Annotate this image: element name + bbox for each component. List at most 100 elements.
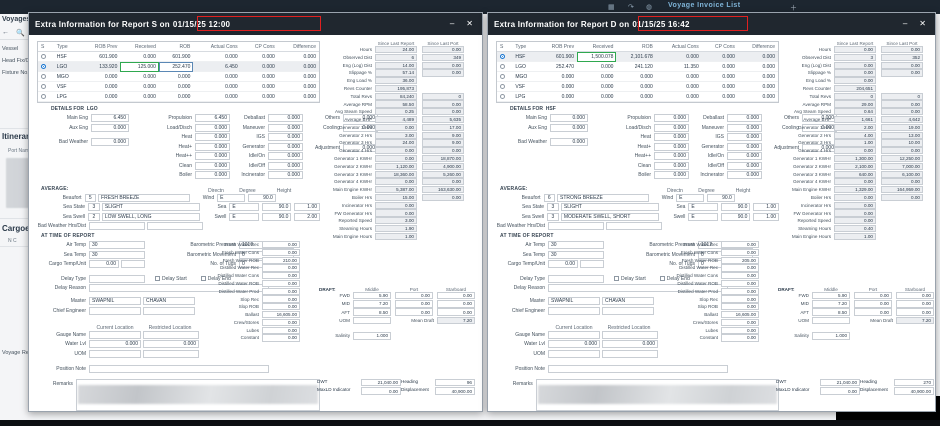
- details-col2-value[interactable]: 0.000: [654, 171, 689, 179]
- chief-last-name[interactable]: [143, 306, 195, 315]
- draft-middle[interactable]: [812, 316, 850, 324]
- air-temp-value[interactable]: 30: [89, 241, 145, 249]
- bunker-received[interactable]: 0.000: [577, 71, 617, 82]
- master-first-name[interactable]: SWAPNIL: [548, 297, 600, 305]
- since-last-report-value[interactable]: 0.00: [375, 178, 417, 186]
- average-code[interactable]: 6: [543, 193, 556, 202]
- bunker-received[interactable]: 1,500.078: [577, 51, 617, 62]
- since-last-report-value[interactable]: 0.00: [375, 154, 417, 163]
- since-last-port-value[interactable]: 0: [881, 92, 923, 100]
- since-last-report-value[interactable]: 3: [834, 53, 876, 61]
- bunker-rob[interactable]: 0.000: [616, 81, 656, 92]
- bunker-received[interactable]: 0.000: [577, 81, 617, 92]
- minimize-button[interactable]: –: [449, 19, 455, 28]
- since-last-port-value[interactable]: 10.00: [881, 139, 923, 147]
- since-last-port-value[interactable]: 349: [422, 53, 464, 61]
- bunker-row[interactable]: HSF 601.900 0.000 601.900 0.000 0.000 0.…: [38, 51, 319, 62]
- since-last-port-value[interactable]: 0.00: [881, 108, 923, 116]
- draft-port[interactable]: 0.00: [854, 300, 892, 308]
- dwt-value[interactable]: 21,040.00: [361, 379, 401, 387]
- draft-port[interactable]: 0.00: [854, 308, 892, 316]
- delay-end-checkbox[interactable]: Delay End: [659, 276, 690, 282]
- since-last-report-value[interactable]: 0.00: [834, 147, 876, 155]
- since-last-port-value[interactable]: 0.00: [881, 178, 923, 186]
- details-col3-value[interactable]: 0.000: [268, 152, 303, 160]
- delay-start-checkbox[interactable]: Delay Start: [155, 276, 187, 282]
- radio-icon[interactable]: [41, 83, 46, 89]
- gauge-current-value[interactable]: [548, 349, 600, 358]
- details-col2-value[interactable]: 0.000: [654, 114, 689, 122]
- sea-temp-value[interactable]: 30: [89, 250, 145, 259]
- draft-starboard[interactable]: 0.00: [896, 292, 934, 300]
- bunker-row[interactable]: LPG 0.000 0.000 0.000 0.000 0.000 0.000: [497, 91, 778, 102]
- water-value[interactable]: 16,605.00: [262, 311, 300, 319]
- details-col3-value[interactable]: 0.000: [268, 133, 303, 141]
- average-code[interactable]: 3: [88, 203, 100, 211]
- average-degree[interactable]: 90.0: [261, 203, 292, 211]
- water-value[interactable]: 0.00: [262, 318, 300, 326]
- details-eng-value[interactable]: 0.000: [550, 123, 588, 132]
- bunker-row[interactable]: VSF 0.000 0.000 0.000 0.000 0.000 0.000: [497, 81, 778, 92]
- average-direction[interactable]: E: [688, 203, 718, 211]
- bad-weather-hrs[interactable]: [89, 222, 145, 230]
- water-value[interactable]: 0.00: [721, 303, 759, 311]
- draft-port[interactable]: 0.00: [395, 300, 433, 308]
- heading-value[interactable]: 96: [435, 379, 475, 387]
- bunker-select-radio[interactable]: [38, 91, 54, 102]
- since-last-report-value[interactable]: 4,489: [375, 116, 417, 124]
- since-last-port-value[interactable]: 19.00: [881, 123, 923, 131]
- since-last-report-value[interactable]: 1.00: [834, 232, 876, 240]
- since-last-report-value[interactable]: 14.00: [375, 61, 417, 69]
- bad-weather-dist[interactable]: [606, 222, 662, 230]
- since-last-report-value[interactable]: 0.25: [375, 108, 417, 116]
- refresh-icon[interactable]: ↷: [628, 4, 634, 11]
- bunker-received[interactable]: 0.000: [120, 91, 159, 102]
- average-direction[interactable]: E: [676, 193, 704, 202]
- average-desc[interactable]: SLIGHT: [101, 203, 200, 211]
- dwt-value[interactable]: 21,040.00: [820, 379, 860, 387]
- details-col3-value[interactable]: 0.000: [268, 123, 303, 132]
- tab-voyage-invoice-list[interactable]: Voyage Invoice List: [668, 2, 741, 9]
- since-last-report-value[interactable]: 1.90: [375, 224, 417, 233]
- radio-icon[interactable]: [500, 83, 505, 89]
- gauge-current-value[interactable]: [548, 330, 600, 339]
- bunker-select-radio[interactable]: [38, 71, 54, 82]
- since-last-report-value[interactable]: 0.00: [375, 123, 417, 131]
- water-value[interactable]: 0.00: [262, 241, 300, 249]
- since-last-port-value[interactable]: 18,870.00: [422, 154, 464, 163]
- since-last-report-value[interactable]: 204,651: [834, 84, 876, 93]
- details-col3-value[interactable]: 0.000: [268, 161, 303, 170]
- chief-first-name[interactable]: [548, 306, 600, 315]
- water-value[interactable]: 210.00: [262, 256, 300, 264]
- since-last-port-value[interactable]: 9.00: [422, 139, 464, 147]
- bunker-received[interactable]: 0.000: [577, 61, 617, 72]
- since-last-report-value[interactable]: 3.00: [375, 217, 417, 225]
- radio-icon[interactable]: [500, 93, 505, 99]
- water-value[interactable]: 0.00: [262, 264, 300, 272]
- back-icon[interactable]: ←: [2, 29, 9, 36]
- draft-port[interactable]: 0.00: [854, 292, 892, 300]
- since-last-report-value[interactable]: 57.14: [375, 69, 417, 77]
- gauge-current-value[interactable]: 0.000: [548, 340, 600, 348]
- average-direction[interactable]: E: [229, 203, 259, 211]
- average-degree[interactable]: 90.0: [706, 193, 735, 202]
- bunker-row[interactable]: LGO 133.920 125.000 252.470 6.450 0.000 …: [38, 61, 319, 72]
- bunker-rob[interactable]: 0.000: [616, 71, 656, 82]
- bad-weather-dist[interactable]: [147, 222, 203, 230]
- average-direction[interactable]: E: [229, 212, 259, 221]
- since-last-port-value[interactable]: 0.00: [422, 193, 464, 202]
- since-last-report-value[interactable]: 0.40: [834, 224, 876, 233]
- delay-type-value[interactable]: [548, 274, 604, 283]
- average-height[interactable]: 1.00: [753, 212, 780, 221]
- water-value[interactable]: 0.00: [262, 279, 300, 288]
- draft-middle[interactable]: [353, 316, 391, 324]
- since-last-report-value[interactable]: 0.00: [834, 201, 876, 209]
- cargo-temp-unit[interactable]: [580, 260, 604, 268]
- draft-middle[interactable]: 8.50: [812, 308, 850, 316]
- gauge-restricted-value[interactable]: [143, 330, 199, 339]
- globe-icon[interactable]: ◍: [646, 4, 653, 11]
- delay-end-checkbox[interactable]: Delay End: [200, 276, 231, 282]
- water-value[interactable]: 0.00: [721, 295, 759, 303]
- position-note-value[interactable]: [89, 364, 269, 373]
- bunker-rob[interactable]: 241.120: [616, 61, 656, 72]
